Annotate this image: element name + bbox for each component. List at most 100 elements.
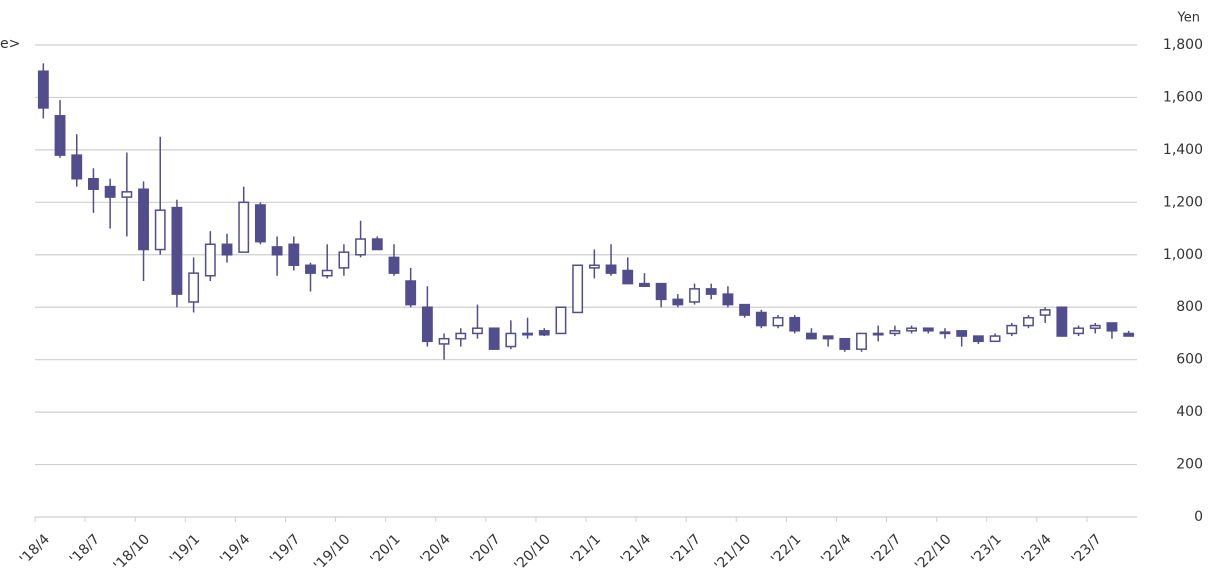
candle-body	[1106, 322, 1118, 332]
y-axis-label: Yen	[1177, 11, 1200, 26]
candle-body	[1056, 306, 1068, 337]
candle-body	[639, 282, 650, 287]
candle-body	[288, 243, 300, 267]
candle-body	[822, 335, 834, 340]
y-tick-label: 600	[1176, 352, 1203, 368]
x-tick-label: '20/10	[511, 531, 554, 574]
candle-body	[622, 269, 634, 285]
candle-body	[1123, 332, 1135, 337]
y-tick-label: 1,800	[1163, 37, 1203, 53]
candle-body	[689, 288, 700, 303]
x-tick-label: '21/4	[618, 531, 654, 567]
corner-text: e>	[0, 36, 20, 52]
candle-body	[438, 337, 450, 345]
candle-body	[572, 264, 584, 314]
candle-body	[722, 293, 734, 306]
x-tick-label: '20/4	[417, 531, 453, 567]
candle-body	[1089, 324, 1101, 329]
y-tick-label: 1,600	[1163, 89, 1203, 105]
candle-body	[956, 330, 968, 337]
candle-body	[555, 306, 567, 335]
x-tick-label: '19/1	[167, 531, 203, 567]
candle-body	[1006, 324, 1018, 335]
candle-body	[154, 209, 166, 251]
candle-body	[371, 238, 383, 251]
x-tick-label: '18/10	[111, 531, 154, 574]
candle-body	[221, 243, 233, 256]
candle-body	[588, 264, 600, 269]
candle-body	[171, 206, 183, 295]
candle-body	[355, 238, 367, 256]
candle-body	[204, 243, 216, 277]
candle-body	[405, 280, 417, 306]
candle-body	[655, 282, 667, 301]
x-tick-label: '22/1	[768, 531, 804, 567]
candle-body	[739, 303, 751, 316]
y-tick-label: 1,400	[1163, 142, 1203, 158]
x-tick-label: '23/7	[1069, 531, 1105, 567]
candle-body	[238, 201, 250, 253]
candle-body	[71, 154, 83, 180]
candle-body	[472, 327, 483, 335]
candle-body	[789, 316, 801, 332]
candle-body	[321, 269, 333, 277]
candle-body	[872, 332, 884, 336]
candle-body	[972, 335, 984, 343]
candle-body	[505, 332, 517, 348]
candle-body	[939, 331, 951, 335]
candle-body	[856, 332, 867, 350]
x-tick-label: '21/7	[668, 531, 704, 567]
candle-body	[121, 191, 133, 198]
y-tick-label: 1,200	[1163, 194, 1203, 210]
x-tick-label: '23/4	[1019, 531, 1055, 567]
candle-body	[605, 264, 617, 274]
y-tick-label: 0	[1194, 509, 1203, 525]
x-tick-label: '19/7	[267, 531, 303, 567]
candle-body	[989, 335, 1001, 343]
x-tick-label: '22/10	[912, 531, 955, 574]
candle-body	[805, 332, 817, 340]
candle-body	[705, 288, 717, 295]
candle-body	[1023, 316, 1034, 327]
candle-body	[538, 330, 550, 336]
x-tick-label: '19/10	[311, 531, 354, 574]
candle-body	[922, 327, 934, 332]
x-tick-label: '18/7	[67, 531, 103, 567]
candle-body	[338, 251, 350, 269]
y-tick-label: 400	[1176, 404, 1203, 420]
candle-body	[522, 332, 533, 336]
candle-body	[37, 70, 49, 109]
x-tick-label: '19/4	[217, 531, 253, 567]
x-tick-label: '22/4	[818, 531, 854, 567]
candle-body	[488, 327, 500, 350]
candle-body	[88, 177, 99, 190]
candle-body	[839, 337, 851, 350]
candle-body	[421, 306, 433, 343]
candle-body	[388, 256, 400, 274]
candle-body	[254, 204, 266, 243]
x-tick-label: '20/1	[367, 531, 403, 567]
candle-body	[906, 327, 918, 332]
candle-body	[772, 316, 784, 327]
x-tick-label: '21/10	[712, 531, 755, 574]
candle-body	[271, 246, 283, 256]
y-tick-label: 800	[1176, 299, 1203, 315]
candle-body	[455, 332, 467, 340]
y-tick-label: 200	[1176, 457, 1203, 473]
candle-body	[1073, 327, 1084, 335]
candle-body	[138, 188, 149, 251]
candle-body	[305, 264, 316, 274]
candle-body	[755, 311, 767, 327]
x-tick-label: '21/1	[568, 531, 604, 567]
y-tick-label: 1,000	[1163, 247, 1203, 263]
candle-body	[672, 298, 684, 306]
x-tick-label: '18/4	[17, 531, 53, 567]
candle-body	[188, 272, 200, 303]
x-tick-label: '23/1	[968, 531, 1004, 567]
candle-body	[54, 115, 66, 156]
candle-body	[104, 185, 116, 198]
x-tick-label: '22/7	[868, 531, 904, 567]
candle-body	[1039, 309, 1051, 316]
candle-body	[889, 330, 901, 335]
